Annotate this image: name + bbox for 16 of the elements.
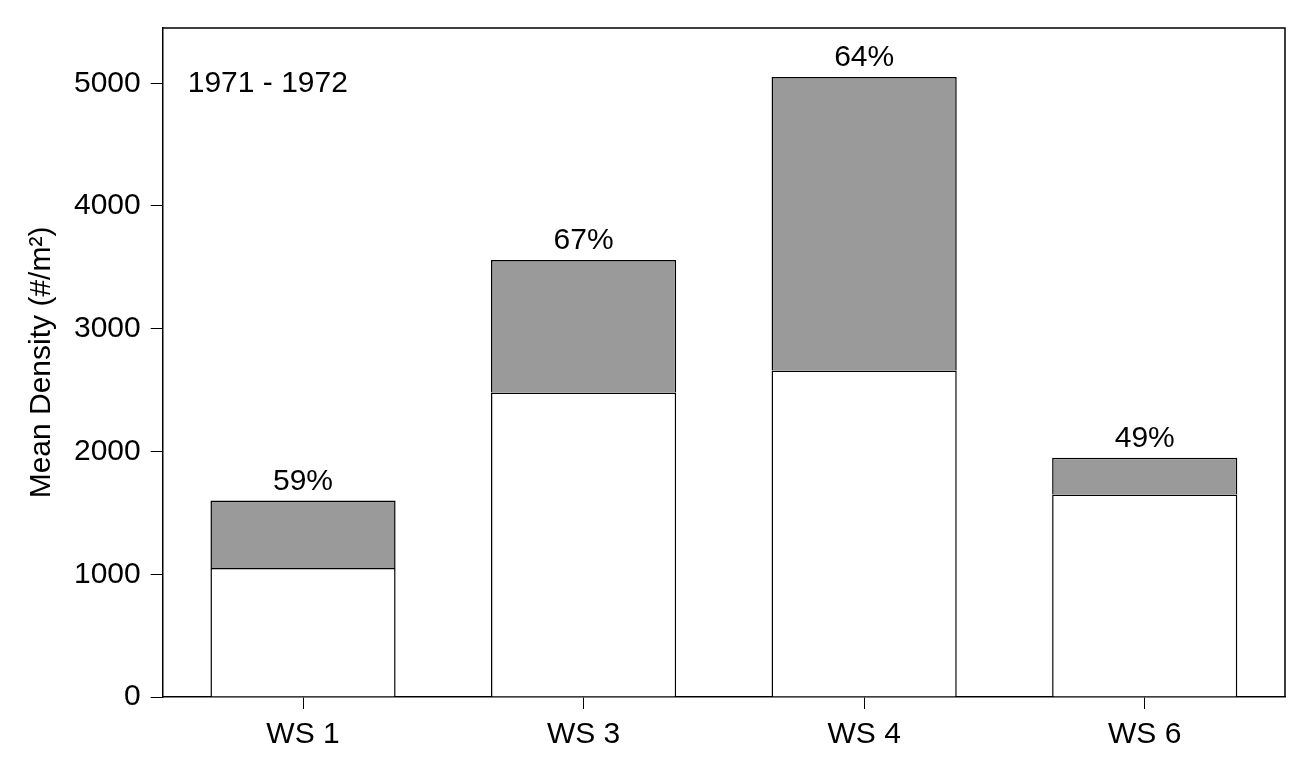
x-tick-label: WS 3 — [546, 716, 621, 750]
y-tick-label: 4000 — [73, 187, 141, 221]
annotation: 59% — [273, 462, 334, 496]
annotation: 67% — [553, 222, 614, 256]
y-tick-label: 0 — [124, 678, 141, 712]
y-tick-label: 3000 — [73, 310, 141, 344]
y-axis-title: Mean Density (#/m²) — [23, 226, 57, 499]
annotation: 64% — [834, 39, 895, 73]
annotation: 1971 - 1972 — [187, 64, 348, 98]
y-tick-label: 5000 — [73, 64, 141, 98]
x-tick-label: WS 4 — [827, 716, 901, 750]
y-tick-label: 1000 — [73, 555, 141, 589]
y-tick-label: 2000 — [73, 432, 141, 466]
annotation: 49% — [1114, 419, 1175, 453]
x-tick-label: WS 6 — [1108, 716, 1182, 750]
x-tick-label: WS 1 — [266, 716, 340, 750]
